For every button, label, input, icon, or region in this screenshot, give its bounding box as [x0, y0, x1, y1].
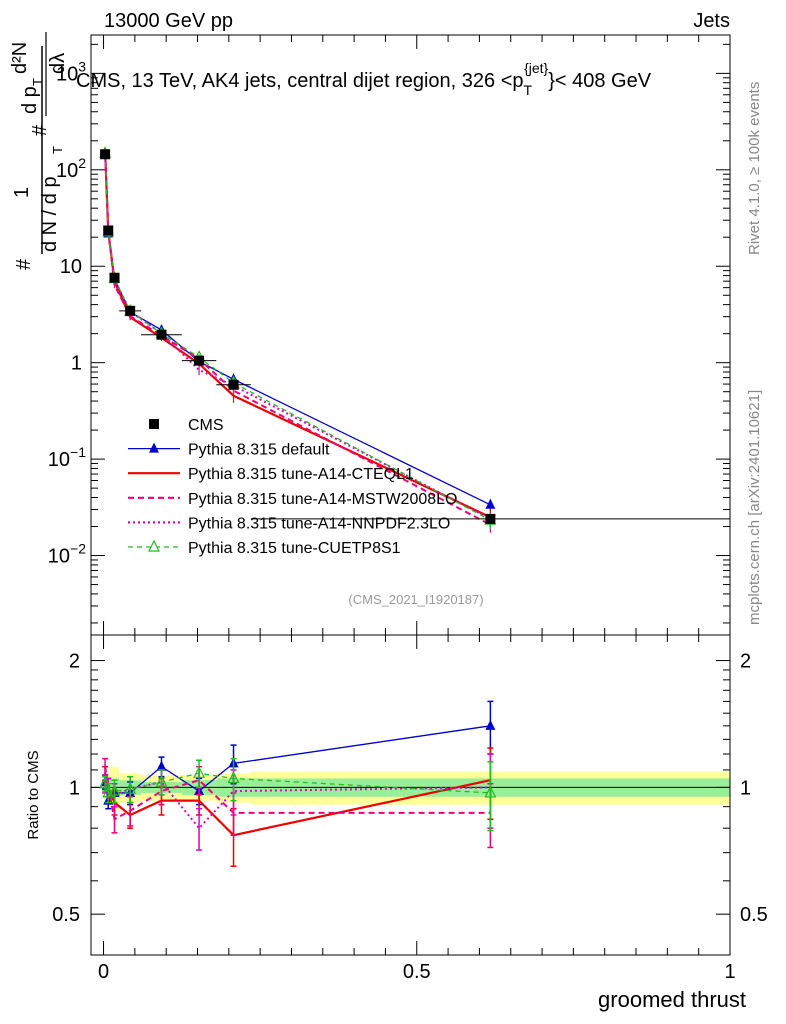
- energy-label: 13000 GeV pp: [104, 10, 233, 32]
- ratio-xtick-label: 0: [98, 961, 109, 983]
- main-ytick-label: 10−2: [48, 541, 86, 568]
- rivet-label: Rivet 4.1.0, ≥ 100k events: [746, 82, 763, 255]
- cms-point: [194, 355, 205, 366]
- main-ytick-label: 10: [60, 256, 82, 278]
- svg-text:d p: d p: [19, 86, 41, 114]
- cms-point: [485, 513, 496, 524]
- legend-marker: [149, 442, 159, 453]
- ratio-ytick-label-right: 2: [740, 651, 751, 673]
- legend-label: Pythia 8.315 tune-A14-NNPDF2.3LO: [188, 515, 450, 532]
- main-ytick-label: 103: [56, 58, 86, 85]
- cms-point: [109, 272, 120, 283]
- x-axis-label: groomed thrust: [598, 987, 746, 1012]
- cms-point: [100, 149, 111, 160]
- ratio-ytick-label: 2: [69, 651, 80, 673]
- svg-text:dλ: dλ: [47, 53, 69, 74]
- svg-text:T: T: [30, 78, 45, 86]
- legend-label: Pythia 8.315 tune-CUETP8S1: [188, 540, 401, 557]
- legend-marker: [148, 539, 160, 552]
- main-series-line: [104, 153, 491, 521]
- ratio-ytick-label: 0.5: [52, 904, 80, 926]
- ratio-xtick-label: 0.5: [403, 961, 431, 983]
- svg-text:d²N: d²N: [9, 42, 31, 74]
- ratio-xtick-label: 1: [724, 961, 735, 983]
- svg-text:#: #: [13, 258, 35, 270]
- svg-text:T: T: [50, 146, 65, 154]
- cms-point: [228, 379, 239, 390]
- legend-label: Pythia 8.315 default: [188, 442, 330, 459]
- legend: CMS Pythia 8.315 default Pythia 8.315 tune…: [128, 417, 457, 557]
- ratio-series-marker: [227, 771, 240, 784]
- main-ylabel: # 1 d N / d p T # d p T d²N dλ: [9, 32, 69, 270]
- ratio-ytick-label: 1: [69, 777, 80, 799]
- mcplots-label: mcplots.cern.ch [arXiv:2401.10621]: [746, 390, 763, 625]
- ratio-frame: [90, 634, 731, 956]
- ratio-series-marker: [156, 760, 167, 771]
- cms-point: [103, 225, 114, 236]
- main-series-marker: [485, 498, 496, 509]
- legend-label: Pythia 8.315 tune-A14-MSTW2008LO: [188, 491, 457, 508]
- ratio-series-marker: [124, 781, 137, 794]
- cms-point: [125, 305, 136, 316]
- ratio-series-line: [104, 772, 491, 794]
- ratio-series-marker: [485, 719, 496, 730]
- cms-point: [156, 329, 167, 340]
- svg-text:#: #: [29, 124, 51, 136]
- svg-text:d N / d p: d N / d p: [39, 176, 61, 252]
- main-ytick-label: 102: [56, 155, 86, 182]
- legend-label: CMS: [188, 417, 224, 434]
- ratio-ytick-label-right: 1: [740, 777, 751, 799]
- main-frame: [90, 34, 731, 636]
- plot-title: CMS, 13 TeV, AK4 jets, central dijet reg…: [76, 60, 652, 98]
- ratio-series-marker: [108, 783, 121, 796]
- ratio-series-marker: [193, 765, 206, 778]
- ratio-series-marker: [99, 776, 112, 789]
- ratio-ytick-label-right: 0.5: [740, 904, 768, 926]
- ratio-series-marker: [484, 785, 497, 798]
- legend-marker-cms: [149, 419, 159, 429]
- main-ytick-label: 10−1: [48, 444, 86, 471]
- ratio-ylabel: Ratio to CMS: [25, 750, 42, 839]
- main-ytick-label: 1: [71, 353, 82, 375]
- category-label: Jets: [693, 10, 730, 32]
- legend-label: Pythia 8.315 tune-A14-CTEQL1: [188, 466, 414, 483]
- analysis-id: (CMS_2021_I1920187): [348, 592, 483, 607]
- ratio-series-marker: [155, 774, 168, 787]
- svg-text:1: 1: [11, 187, 33, 198]
